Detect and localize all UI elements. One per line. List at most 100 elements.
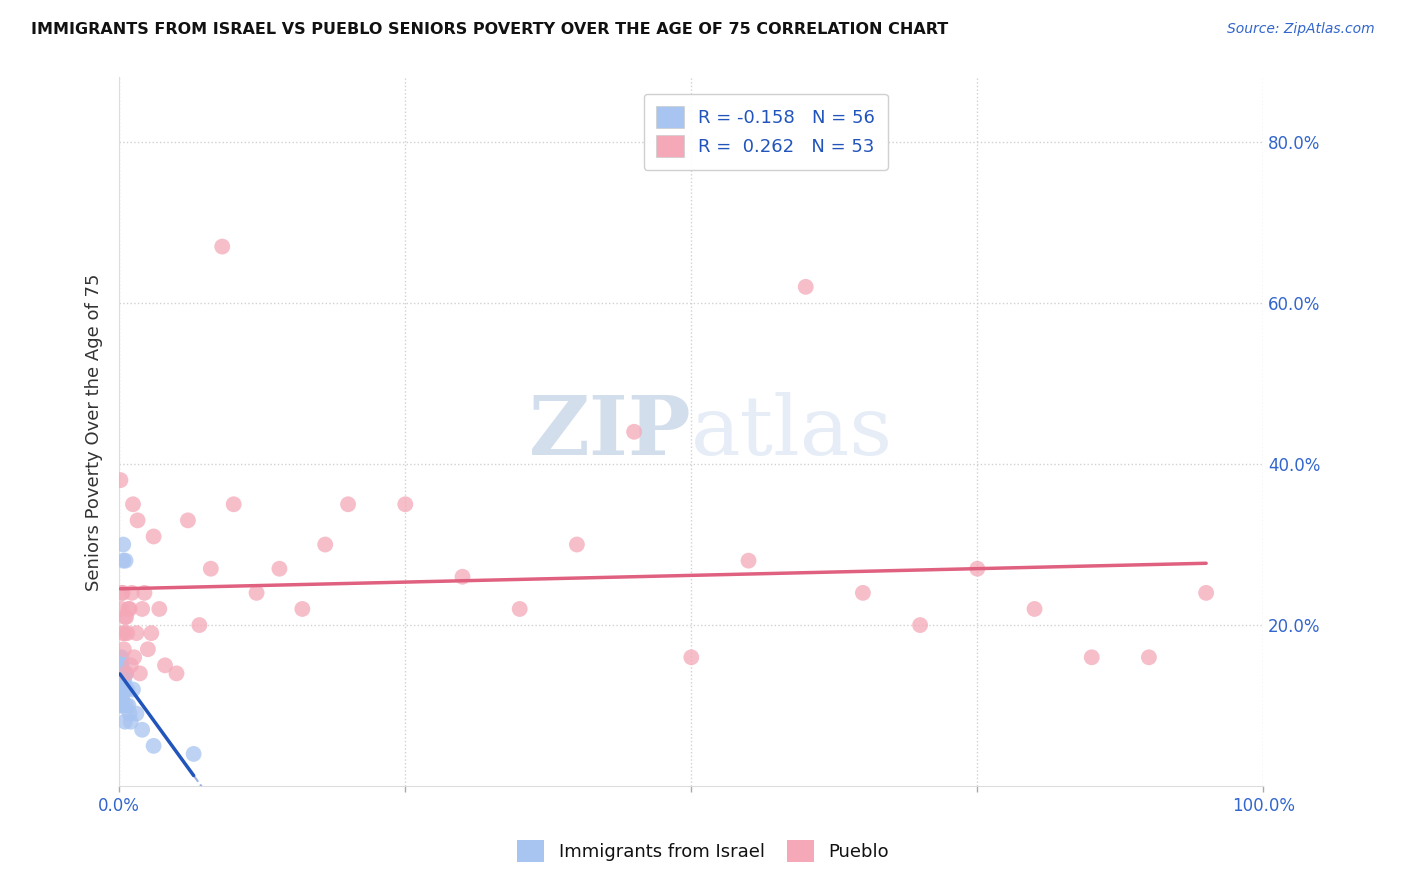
Point xyxy=(114,610,136,624)
Point xyxy=(110,473,132,487)
Point xyxy=(110,658,132,673)
Point xyxy=(177,513,200,527)
Point xyxy=(852,586,875,600)
Point xyxy=(114,554,136,568)
Point xyxy=(120,714,142,729)
Point xyxy=(200,562,222,576)
Point xyxy=(114,682,136,697)
Point xyxy=(188,618,211,632)
Text: atlas: atlas xyxy=(692,392,893,472)
Point xyxy=(112,554,135,568)
Point xyxy=(681,650,703,665)
Point xyxy=(111,682,134,697)
Point xyxy=(115,698,138,713)
Point xyxy=(110,602,132,616)
Point xyxy=(121,586,143,600)
Point xyxy=(112,642,135,657)
Point xyxy=(966,562,988,576)
Point xyxy=(211,239,233,253)
Point xyxy=(142,529,165,543)
Point xyxy=(222,497,245,511)
Point xyxy=(110,666,132,681)
Point xyxy=(115,666,138,681)
Point xyxy=(120,658,142,673)
Point xyxy=(183,747,205,761)
Point xyxy=(134,586,156,600)
Point xyxy=(111,682,134,697)
Point xyxy=(110,666,132,681)
Point xyxy=(110,698,132,713)
Point xyxy=(269,562,291,576)
Point xyxy=(110,658,132,673)
Point xyxy=(108,674,131,689)
Point xyxy=(111,666,134,681)
Point xyxy=(509,602,531,616)
Point xyxy=(110,674,132,689)
Point xyxy=(908,618,931,632)
Point xyxy=(148,602,170,616)
Point xyxy=(131,723,153,737)
Point xyxy=(108,682,131,697)
Point xyxy=(111,698,134,713)
Point xyxy=(111,682,134,697)
Point xyxy=(112,666,135,681)
Point xyxy=(136,642,159,657)
Point xyxy=(451,570,474,584)
Point xyxy=(110,690,132,705)
Point xyxy=(110,650,132,665)
Point xyxy=(111,674,134,689)
Point xyxy=(291,602,314,616)
Point xyxy=(110,682,132,697)
Point xyxy=(337,497,360,511)
Point xyxy=(112,537,135,551)
Point xyxy=(1024,602,1046,616)
Point xyxy=(111,674,134,689)
Point xyxy=(1137,650,1160,665)
Point xyxy=(117,682,139,697)
Point xyxy=(110,666,132,681)
Text: Source: ZipAtlas.com: Source: ZipAtlas.com xyxy=(1227,22,1375,37)
Point xyxy=(122,682,145,697)
Point xyxy=(110,674,132,689)
Point xyxy=(122,497,145,511)
Point xyxy=(110,674,132,689)
Point xyxy=(1195,586,1218,600)
Point xyxy=(110,586,132,600)
Point xyxy=(110,682,132,697)
Point xyxy=(131,602,153,616)
Text: IMMIGRANTS FROM ISRAEL VS PUEBLO SENIORS POVERTY OVER THE AGE OF 75 CORRELATION : IMMIGRANTS FROM ISRAEL VS PUEBLO SENIORS… xyxy=(31,22,948,37)
Point xyxy=(114,626,136,640)
Point xyxy=(314,537,336,551)
Point xyxy=(245,586,267,600)
Point xyxy=(117,698,139,713)
Point xyxy=(394,497,416,511)
Point xyxy=(110,666,132,681)
Point xyxy=(166,666,188,681)
Point xyxy=(110,666,132,681)
Point xyxy=(141,626,163,640)
Point xyxy=(112,674,135,689)
Point xyxy=(118,706,141,721)
Point xyxy=(142,739,165,753)
Legend: Immigrants from Israel, Pueblo: Immigrants from Israel, Pueblo xyxy=(510,833,896,870)
Legend: R = -0.158   N = 56, R =  0.262   N = 53: R = -0.158 N = 56, R = 0.262 N = 53 xyxy=(644,94,887,170)
Point xyxy=(108,650,131,665)
Point xyxy=(128,666,150,681)
Point xyxy=(125,706,148,721)
Point xyxy=(117,602,139,616)
Point xyxy=(117,626,139,640)
Text: ZIP: ZIP xyxy=(529,392,692,472)
Point xyxy=(108,666,131,681)
Point xyxy=(115,610,138,624)
Point xyxy=(737,554,759,568)
Point xyxy=(110,658,132,673)
Point xyxy=(118,602,141,616)
Point xyxy=(122,650,145,665)
Point xyxy=(111,586,134,600)
Point xyxy=(108,658,131,673)
Point xyxy=(794,280,817,294)
Point xyxy=(127,513,149,527)
Point xyxy=(111,690,134,705)
Point xyxy=(110,674,132,689)
Point xyxy=(111,674,134,689)
